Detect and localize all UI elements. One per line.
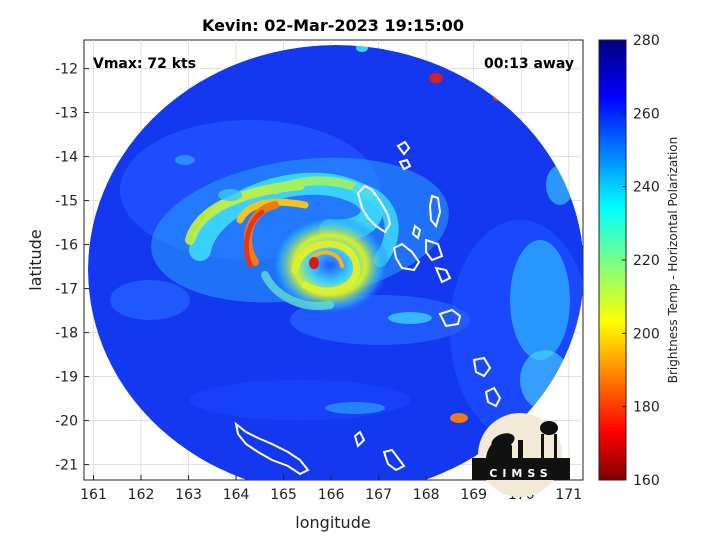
- colorbar: [598, 39, 627, 481]
- y-tick-label: -20: [55, 414, 78, 430]
- colorbar-tick-label: 200: [633, 326, 660, 342]
- y-tick-label: -19: [55, 370, 78, 386]
- y-tick-label: -14: [55, 150, 78, 166]
- x-tick-label: 171: [555, 487, 582, 503]
- figure-title: Kevin: 02-Mar-2023 19:15:00: [202, 16, 464, 35]
- x-tick-label: 169: [460, 487, 487, 503]
- x-tick-label: 163: [175, 487, 202, 503]
- colorbar-ticks: 280 260 240 220 200 180 160: [622, 33, 660, 489]
- time-offset-label: 00:13 away: [484, 56, 574, 72]
- coastlines: [234, 140, 502, 476]
- colorbar-tick-label: 280: [633, 33, 660, 49]
- y-tick-label: -16: [55, 238, 78, 254]
- x-tick-label: 167: [365, 487, 392, 503]
- y-tick-label: -17: [55, 282, 78, 298]
- y-tick-label: -18: [55, 326, 78, 342]
- y-tick-label: -12: [55, 62, 78, 78]
- x-tick-label: 168: [413, 487, 440, 503]
- x-tick-label: 164: [223, 487, 250, 503]
- y-tick-label: -15: [55, 194, 78, 210]
- x-axis-ticks: 161162163164165166167168169170171: [80, 475, 582, 503]
- colorbar-tick-label: 220: [633, 253, 660, 269]
- cimss-logo: CIMSS: [472, 413, 570, 497]
- colorbar-tick-label: 160: [633, 473, 660, 489]
- y-tick-label: -13: [55, 106, 78, 122]
- y-axis-label: latitude: [26, 229, 45, 290]
- colorbar-tick-label: 240: [633, 180, 660, 196]
- vmax-label: Vmax: 72 kts: [93, 56, 196, 72]
- x-tick-label: 166: [318, 487, 345, 503]
- y-tick-label: -21: [55, 458, 78, 474]
- logo-text: CIMSS: [489, 467, 552, 480]
- x-tick-label: 165: [270, 487, 297, 503]
- colorbar-label: Brightness Temp - Horizontal Polarizatio…: [666, 137, 680, 384]
- x-tick-label: 161: [80, 487, 107, 503]
- y-axis-ticks: -12 -13 -14 -15 -16 -17 -18 -19 -20 -21: [55, 62, 89, 474]
- x-axis-label: longitude: [295, 513, 370, 532]
- x-tick-label: 162: [128, 487, 155, 503]
- colorbar-tick-label: 260: [633, 106, 660, 122]
- colorbar-tick-label: 180: [633, 400, 660, 416]
